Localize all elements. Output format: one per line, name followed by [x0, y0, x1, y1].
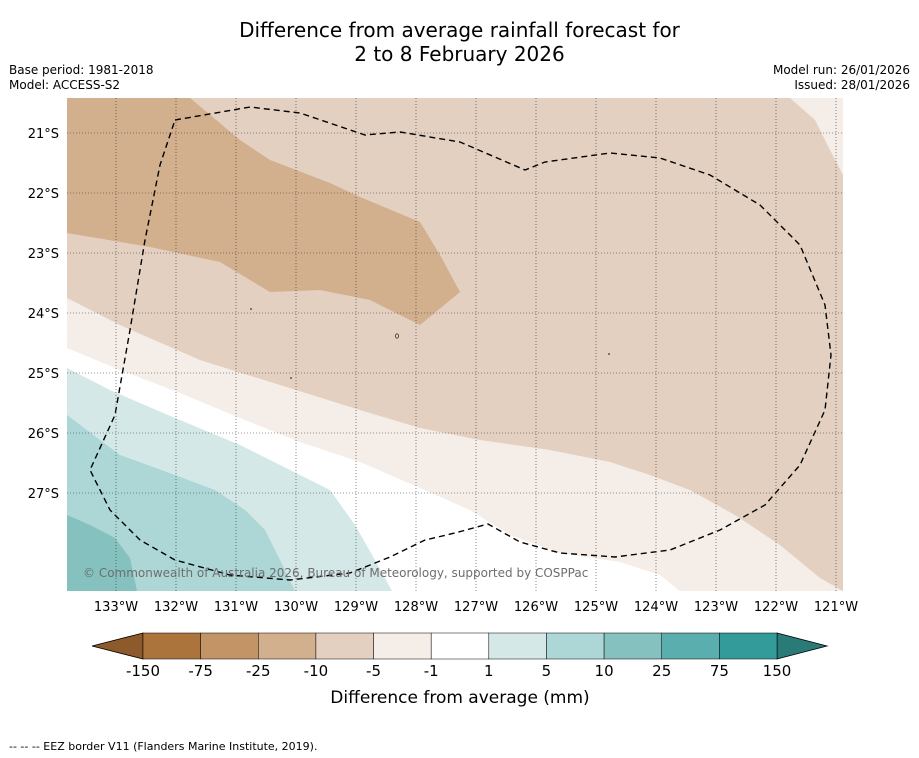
lon-label: 122°W — [754, 600, 798, 615]
lon-label: 126°W — [514, 600, 558, 615]
map-title: Difference from average rainfall forecas… — [0, 18, 919, 66]
lat-label: 25°S — [28, 367, 59, 382]
colorbar-tick-label: -10 — [304, 662, 329, 680]
lon-label: 123°W — [694, 600, 738, 615]
colorbar-segment — [200, 632, 259, 660]
lat-label: 23°S — [28, 247, 59, 262]
title-line-2: 2 to 8 February 2026 — [354, 42, 565, 66]
island-marker — [608, 353, 610, 355]
lon-label: 130°W — [274, 600, 318, 615]
grid-lines — [67, 98, 843, 591]
colorbar-segment — [719, 632, 778, 660]
colorbar-segment — [661, 632, 720, 660]
map-area[interactable]: © Commonwealth of Australia 2026, Bureau… — [67, 98, 843, 591]
colorbar-tick-label: -75 — [188, 662, 213, 680]
colorbar-segment — [258, 632, 317, 660]
colorbar-over-arrow — [776, 632, 829, 660]
colorbar-label: Difference from average (mm) — [330, 688, 589, 708]
colorbar-tick-label: 10 — [595, 662, 614, 680]
colorbar-segment — [488, 632, 547, 660]
colorbar: -150 -75 -25 -10 -5 -1 1 5 10 25 75 150 Difference … — [91, 632, 829, 708]
eez-legend: -- -- -- EEZ border V11 (Flanders Marine… — [9, 740, 318, 753]
lat-label: 21°S — [28, 127, 59, 142]
issued-date: Issued: 28/01/2026 — [794, 78, 910, 92]
colorbar-segment — [546, 632, 605, 660]
colorbar-tick-label: -150 — [126, 662, 160, 680]
lon-label: 129°W — [334, 600, 378, 615]
island-marker — [250, 308, 252, 310]
island-markers — [250, 308, 610, 379]
colorbar-tick-label: 1 — [484, 662, 494, 680]
island-marker — [394, 333, 399, 339]
colorbar-tick-label: -1 — [424, 662, 439, 680]
lon-label: 125°W — [574, 600, 618, 615]
colorbar-tick-label: -25 — [246, 662, 271, 680]
lon-label: 132°W — [154, 600, 198, 615]
lat-label: 24°S — [28, 307, 59, 322]
colorbar-segment — [373, 632, 432, 660]
colorbar-segment — [603, 632, 662, 660]
colorbar-tick-label: 150 — [763, 662, 792, 680]
lat-label: 27°S — [28, 487, 59, 502]
colorbar-segment — [430, 632, 490, 660]
fill-band-plus5-plus10 — [67, 415, 295, 591]
lon-label: 124°W — [634, 600, 678, 615]
lon-label: 128°W — [394, 600, 438, 615]
run-info-right: Model run: 26/01/2026 Issued: 28/01/2026 — [773, 63, 910, 93]
colorbar-tick-label: -5 — [366, 662, 381, 680]
latitude-labels: 21°S 22°S 23°S 24°S 25°S 26°S 27°S — [28, 127, 59, 502]
colorbar-under-arrow — [91, 632, 144, 660]
title-line-1: Difference from average rainfall forecas… — [239, 18, 680, 42]
lat-label: 22°S — [28, 187, 59, 202]
island-marker — [290, 377, 292, 379]
base-period: Base period: 1981-2018 — [9, 63, 154, 77]
lat-label: 26°S — [28, 427, 59, 442]
copyright-notice: © Commonwealth of Australia 2026, Bureau… — [83, 566, 588, 580]
colorbar-tick-label: 75 — [710, 662, 729, 680]
colorbar-segments — [142, 632, 778, 660]
colorbar-tick-label: 5 — [542, 662, 552, 680]
colorbar-ticks: -150 -75 -25 -10 -5 -1 1 5 10 25 75 150 — [126, 662, 791, 680]
lon-label: 121°W — [814, 600, 858, 615]
fill-band-minus25-minus10 — [67, 98, 460, 325]
fill-band-minus5-minus1-corner — [790, 98, 843, 175]
model-run-date: Model run: 26/01/2026 — [772, 63, 910, 77]
fill-band-plus10-plus25 — [67, 515, 137, 591]
lon-label: 131°W — [214, 600, 258, 615]
lon-label: 127°W — [454, 600, 498, 615]
model-name: Model: ACCESS-S2 — [9, 78, 121, 92]
colorbar-segment — [315, 632, 374, 660]
colorbar-segment — [142, 632, 201, 660]
longitude-labels: 133°W 132°W 131°W 130°W 129°W 128°W 127°… — [94, 600, 858, 615]
run-info-left: Base period: 1981-2018 Model: ACCESS-S2 — [9, 63, 154, 93]
lon-label: 133°W — [94, 600, 138, 615]
colorbar-tick-label: 25 — [652, 662, 671, 680]
